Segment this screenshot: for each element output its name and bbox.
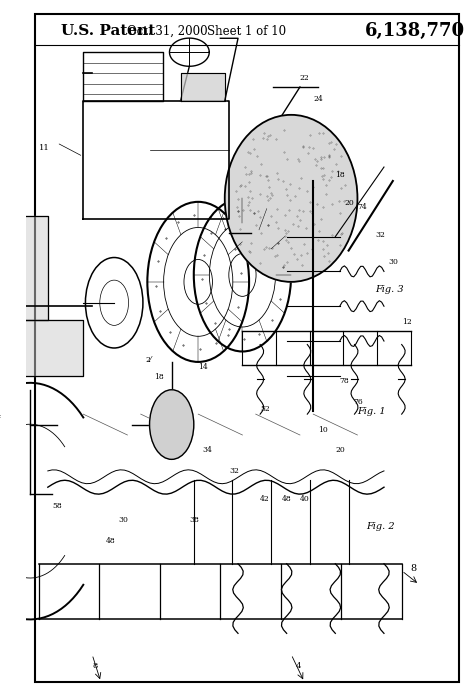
Text: 76: 76: [353, 397, 363, 406]
Text: 38: 38: [190, 516, 199, 524]
Text: 18: 18: [154, 373, 164, 381]
Polygon shape: [21, 216, 48, 320]
Polygon shape: [181, 73, 225, 101]
Text: 52: 52: [260, 404, 270, 413]
Text: 8: 8: [410, 564, 417, 573]
Text: 30: 30: [118, 516, 128, 524]
Text: 58: 58: [52, 502, 62, 510]
Text: 4: 4: [295, 662, 301, 670]
Text: 32: 32: [375, 230, 385, 239]
Text: Sheet 1 of 10: Sheet 1 of 10: [207, 25, 286, 38]
Text: Oct. 31, 2000: Oct. 31, 2000: [127, 25, 208, 38]
Text: Fig. 3: Fig. 3: [375, 285, 404, 294]
Text: 20: 20: [335, 446, 345, 454]
Text: 22: 22: [300, 74, 310, 82]
Text: 78: 78: [340, 377, 349, 385]
Text: 12: 12: [401, 317, 411, 326]
Text: 8: 8: [92, 662, 98, 670]
Text: 30: 30: [388, 258, 398, 267]
Text: 11: 11: [39, 143, 50, 152]
Ellipse shape: [225, 115, 357, 282]
Text: 48: 48: [282, 495, 292, 503]
Text: 18: 18: [335, 171, 345, 180]
Text: 40: 40: [300, 495, 310, 503]
Text: 20: 20: [344, 199, 354, 207]
Text: 34: 34: [203, 446, 212, 454]
Text: 14: 14: [198, 363, 208, 371]
Polygon shape: [21, 320, 83, 376]
Text: 42: 42: [260, 495, 270, 503]
Text: 4: 4: [0, 411, 1, 420]
Text: 10: 10: [318, 425, 328, 434]
Text: Fig. 2: Fig. 2: [366, 522, 395, 531]
Text: Fig. 1: Fig. 1: [357, 407, 386, 416]
Text: 32: 32: [229, 467, 239, 475]
Text: 6,138,770: 6,138,770: [365, 22, 465, 40]
Text: 2⁄: 2⁄: [145, 356, 151, 364]
Text: U.S. Patent: U.S. Patent: [61, 24, 155, 38]
Text: 48: 48: [105, 537, 115, 545]
Text: 74: 74: [357, 203, 367, 211]
Circle shape: [150, 390, 194, 459]
Text: 24: 24: [313, 95, 323, 103]
